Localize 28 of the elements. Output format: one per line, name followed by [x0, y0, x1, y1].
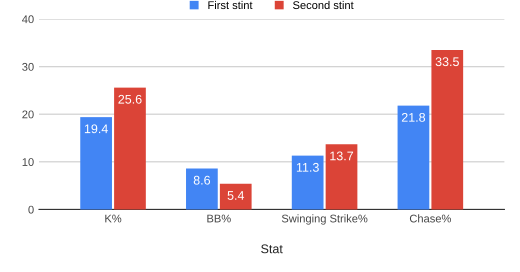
bar: [431, 50, 464, 210]
y-tick-label: 40: [22, 15, 34, 24]
data-label: 21.8: [402, 112, 426, 122]
bar: [186, 168, 218, 210]
x-tick-label: Swinging Strike%: [282, 214, 368, 225]
x-axis-title: Stat: [261, 244, 283, 254]
y-tick-label: 30: [22, 62, 34, 71]
legend-label: Second stint: [293, 0, 354, 10]
data-label: 5.4: [228, 191, 244, 200]
bar: [326, 144, 358, 210]
bar: [80, 117, 112, 210]
bar: [292, 156, 324, 210]
data-label: 19.4: [84, 124, 108, 134]
data-label: 13.7: [330, 152, 354, 160]
x-tick-label: BB%: [207, 214, 231, 222]
bar: [398, 106, 430, 210]
data-label: 25.6: [118, 94, 142, 104]
bar: [220, 184, 252, 210]
x-tick-label: K%: [105, 214, 122, 222]
y-tick-label: 20: [22, 110, 34, 118]
bar: [114, 88, 146, 210]
data-label: 8.6: [194, 176, 210, 185]
y-tick-label: 10: [22, 158, 34, 166]
data-label: 33.5: [436, 57, 459, 66]
data-label: 11.3: [296, 162, 319, 172]
x-tick-label: Chase%: [410, 214, 451, 222]
y-tick-label: 0: [28, 206, 34, 214]
legend-label: First stint: [208, 0, 252, 10]
